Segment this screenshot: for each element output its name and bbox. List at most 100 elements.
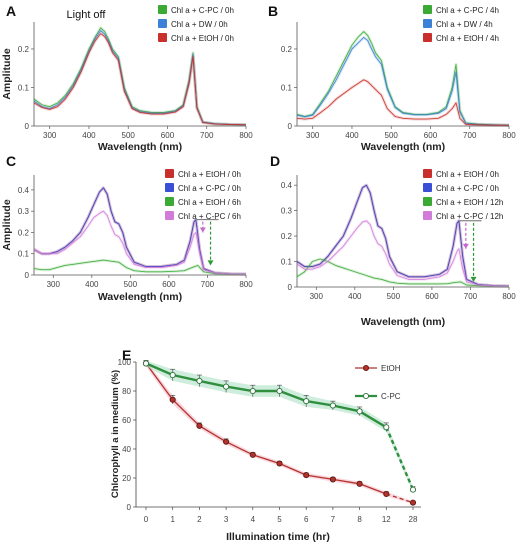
x-tick-label: 300: [306, 131, 320, 140]
legend-label: Chl a + EtOH / 4h: [436, 34, 499, 43]
data-point: [223, 383, 230, 390]
series-halo-2: [33, 32, 247, 127]
panel-letter: D: [270, 153, 280, 169]
series-line-2: [33, 259, 247, 275]
x-tick-label: 2: [197, 515, 202, 524]
x-tick-label: 0: [144, 515, 149, 524]
legend-label: Chl a + DW / 0h: [171, 20, 228, 29]
x-tick-label: 600: [424, 131, 438, 140]
x-tick-label: 300: [47, 280, 61, 289]
data-point: [169, 371, 176, 379]
data-point: [356, 408, 363, 415]
panel-d: D 300 400 500 600 700 800 0 0.1 0.2 0.3 0.4 Waveleng…: [270, 153, 516, 328]
legend-label: Chl a + C-PC / 12h: [436, 212, 503, 221]
x-tick-label: 400: [345, 131, 359, 140]
y-axis-label: Amplitude: [1, 48, 13, 99]
x-tick-label: 800: [502, 292, 516, 301]
x-tick-label: 800: [239, 131, 253, 140]
green-arrow-head: [207, 260, 214, 266]
y-tick-label: 100: [118, 358, 132, 367]
x-tick-label: 500: [122, 131, 136, 140]
y-tick-label: 0.1: [281, 83, 293, 92]
data-point: [329, 476, 336, 483]
legend-swatch: [165, 169, 174, 178]
legend-marker: [362, 392, 370, 400]
y-tick-label: 40: [122, 445, 131, 454]
x-axis-label: Wavelength (nm): [361, 141, 445, 153]
legend-swatch: [158, 33, 167, 42]
data-point: [329, 402, 336, 409]
series-line-0: [145, 363, 387, 495]
x-tick-label: 12: [382, 515, 391, 524]
legend-label: Chl a + EtOH / 0h: [171, 34, 234, 43]
x-tick-label: 700: [200, 131, 214, 140]
legend-label: Chl a + C-PC / 4h: [436, 6, 499, 15]
legend-label: C-PC: [381, 392, 401, 401]
x-tick-label: 700: [463, 131, 477, 140]
x-tick-label: 1: [170, 515, 175, 524]
x-tick-label: 400: [82, 131, 96, 140]
y-tick-label: 0: [25, 271, 30, 280]
series-line-1: [145, 362, 387, 429]
legend-label: Chl a + EtOH / 0h: [178, 170, 241, 179]
series-line-1: [296, 184, 510, 287]
legend-swatch: [158, 5, 167, 14]
legend-label: Chl a + C-PC / 6h: [178, 212, 241, 221]
series-halo-1: [33, 29, 247, 127]
y-tick-label: 0: [25, 122, 30, 131]
data-point: [169, 396, 176, 403]
data-point: [249, 451, 256, 458]
y-tick-label: 0.3: [18, 207, 30, 216]
x-tick-label: 600: [162, 280, 176, 289]
x-tick-label: 5: [277, 515, 282, 524]
y-tick-label: 0.2: [18, 45, 30, 54]
y-tick-label: 0: [127, 503, 132, 512]
y-tick-label: 0: [288, 122, 293, 131]
legend-swatch: [165, 183, 174, 192]
legend-swatch: [423, 169, 432, 178]
series-dashed-1: [385, 426, 415, 491]
data-point: [249, 387, 256, 395]
x-tick-label: 6: [304, 515, 309, 524]
x-tick-label: 500: [124, 280, 138, 289]
x-tick-label: 300: [310, 292, 324, 301]
y-axis-label: Chlorophyll a in medium (%): [110, 370, 121, 498]
legend-swatch: [165, 211, 174, 220]
legend-swatch: [165, 197, 174, 206]
y-tick-label: 0.1: [18, 83, 30, 92]
panel-a: A 300 400 500 600 700 800 0 0.1 0.2 Wavelength (nm…: [1, 3, 253, 153]
y-tick-label: 80: [122, 387, 131, 396]
x-axis-label: Wavelength (nm): [98, 141, 182, 153]
y-tick-label: 0.2: [281, 232, 293, 241]
panel-b: B 300 400 500 600 700 800 0 0.1 0.2 Wavelength (nm…: [268, 3, 516, 153]
x-axis-label: Wavelength (nm): [98, 291, 182, 303]
y-tick-label: 0.2: [18, 228, 30, 237]
data-point: [276, 387, 283, 395]
legend-swatch: [158, 19, 167, 28]
x-tick-label: 300: [43, 131, 57, 140]
series-line-3: [33, 210, 247, 275]
x-tick-label: 800: [502, 131, 516, 140]
legend-swatch: [423, 211, 432, 220]
panel-letter: B: [268, 3, 278, 19]
series-dashed-0: [386, 493, 414, 504]
legend-swatch: [423, 183, 432, 192]
series-line-2: [296, 258, 510, 287]
legend-label: Chl a + DW / 4h: [436, 20, 493, 29]
series-halo-0: [296, 30, 510, 127]
pink-arrow-head: [199, 227, 206, 233]
y-tick-label: 0.4: [18, 186, 30, 195]
y-tick-label: 0.2: [281, 45, 293, 54]
data-point: [383, 424, 390, 431]
legend-label: Chl a + C-PC / 0h: [436, 184, 499, 193]
data-point: [276, 460, 283, 467]
data-point: [196, 422, 203, 429]
x-tick-label: 400: [85, 280, 99, 289]
x-tick-label: 3: [224, 515, 229, 524]
x-tick-label: 500: [385, 131, 399, 140]
pink-arrow-head: [462, 243, 469, 249]
x-tick-label: 4: [251, 515, 256, 524]
x-tick-label: 700: [201, 280, 215, 289]
data-point: [356, 480, 363, 487]
legend-swatch: [423, 19, 432, 28]
